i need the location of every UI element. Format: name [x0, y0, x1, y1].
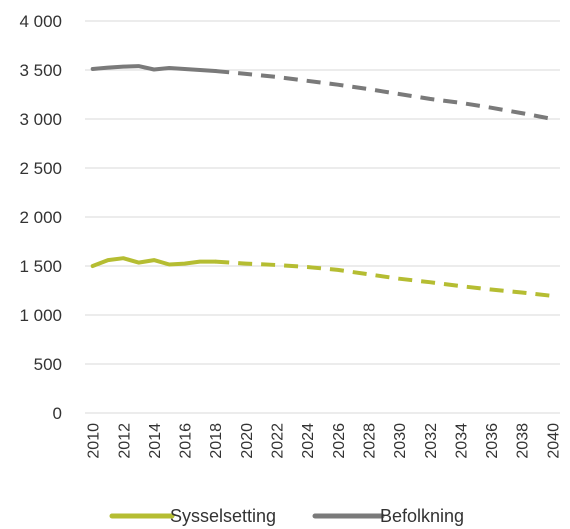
- series-befolkning-historical: [90, 64, 218, 73]
- y-axis-ticks: 0 500 1 000 1 500 2 000 2 500 3 000 3 500 4 000: [19, 12, 62, 423]
- x-tick-label: 2040: [545, 423, 562, 459]
- x-tick-label: 2010: [86, 423, 103, 459]
- x-tick-label: 2024: [300, 423, 317, 459]
- x-tick-label: 2026: [331, 423, 348, 459]
- y-tick-label: 2 500: [19, 159, 62, 178]
- x-tick-label: 2014: [147, 423, 164, 459]
- x-tick-label: 2028: [361, 423, 378, 459]
- x-tick-label: 2032: [423, 423, 440, 459]
- series-sysselsetting-projection: [215, 259, 553, 298]
- y-tick-label: 500: [34, 355, 62, 374]
- x-axis-ticks: 2010 2012 2014 2016 2018 2020 2022 2024 2026 2028…: [86, 423, 563, 459]
- x-tick-label: 2020: [239, 423, 256, 459]
- x-tick-label: 2038: [515, 423, 532, 459]
- y-tick-label: 2 000: [19, 208, 62, 227]
- y-tick-label: 1 500: [19, 257, 62, 276]
- gridlines: [85, 20, 560, 414]
- series-sysselsetting-historical: [90, 256, 218, 268]
- x-tick-label: 2022: [270, 423, 287, 459]
- x-tick-label: 2034: [453, 423, 470, 459]
- y-tick-label: 3 000: [19, 110, 62, 129]
- series-lines: [90, 64, 553, 298]
- y-tick-label: 4 000: [19, 12, 62, 31]
- x-tick-label: 2018: [208, 423, 225, 459]
- legend-label-sysselsetting: Sysselsetting: [170, 506, 276, 526]
- legend-label-befolkning: Befolkning: [380, 506, 464, 526]
- x-tick-label: 2030: [392, 423, 409, 459]
- y-tick-label: 3 500: [19, 61, 62, 80]
- y-tick-label: 1 000: [19, 306, 62, 325]
- x-tick-label: 2016: [178, 423, 195, 459]
- x-tick-label: 2036: [484, 423, 501, 459]
- y-tick-label: 0: [53, 404, 62, 423]
- legend: Sysselsetting Befolkning: [109, 506, 464, 526]
- series-befolkning-projection: [215, 69, 553, 121]
- x-tick-label: 2012: [116, 423, 133, 459]
